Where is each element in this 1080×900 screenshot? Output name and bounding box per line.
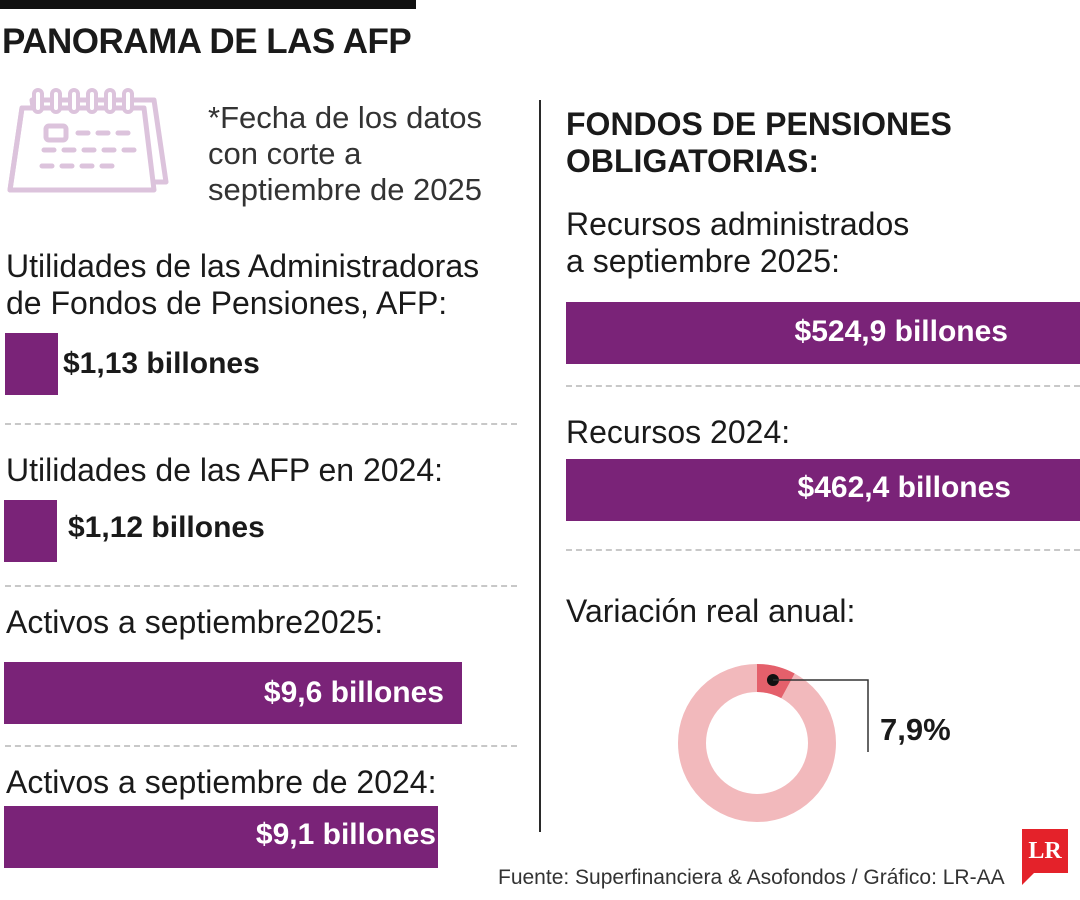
bar-utilidades-2025: [5, 333, 58, 395]
divider: [5, 585, 517, 587]
divider: [566, 549, 1080, 551]
bar-recursos-2025: [566, 302, 1080, 364]
data-date-note: *Fecha de los datos con corte a septiemb…: [208, 100, 482, 208]
calendar-icon: [7, 88, 169, 193]
bar-activos-2024: [4, 806, 438, 868]
divider: [566, 385, 1080, 387]
bar-recursos-2024: [566, 459, 1080, 521]
activos-2025-label: Activos a septiembre2025:: [6, 604, 384, 640]
pension-funds-title-line-1: FONDOS DE PENSIONES: [566, 106, 952, 142]
value-recursos-2024: $462,4 billones: [797, 471, 1011, 504]
variacion-value: 7,9%: [880, 712, 951, 747]
donut-leader-line: [772, 679, 869, 752]
value-activos-2025: $9,6 billones: [263, 676, 444, 709]
recursos-label-line-2: a septiembre 2025:: [566, 243, 840, 279]
recursos-label-line-1: Recursos administrados: [566, 206, 910, 242]
pension-funds-title-line-2: OBLIGATORIAS:: [566, 143, 820, 179]
donut-ring: [678, 664, 836, 822]
value-recursos-2025: $524,9 billones: [794, 315, 1008, 348]
page-title: PANORAMA DE LAS AFP: [2, 22, 412, 61]
activos-2024-label: Activos a septiembre de 2024:: [6, 764, 437, 800]
value-utilidades-2024: $1,12 billones: [68, 511, 265, 544]
lr-logo-tail: [1022, 871, 1036, 885]
recursos-2024-label: Recursos 2024:: [566, 414, 791, 450]
variacion-donut-chart: [678, 664, 869, 822]
value-utilidades-2025: $1,13 billones: [63, 347, 260, 380]
lr-logo: LR: [1022, 829, 1068, 873]
pension-funds-title: FONDOS DE PENSIONES OBLIGATORIAS:: [566, 106, 952, 180]
source-credit: Fuente: Superfinanciera & Asofondos / Gr…: [498, 866, 1005, 889]
divider: [5, 423, 517, 425]
top-rule: [0, 0, 416, 9]
variacion-label: Variación real anual:: [566, 593, 856, 629]
bar-activos-2025: [4, 662, 462, 724]
divider: [5, 745, 517, 747]
utilidades-label-line-2: de Fondos de Pensiones, AFP:: [6, 285, 448, 321]
bar-utilidades-2024: [4, 500, 57, 562]
utilidades-2024-label: Utilidades de las AFP en 2024:: [6, 452, 444, 488]
note-line-3: septiembre de 2025: [208, 172, 483, 207]
note-line-1: *Fecha de los datos: [208, 100, 483, 135]
value-activos-2024: $9,1 billones: [255, 818, 436, 851]
column-divider: [539, 100, 541, 832]
note-line-2: con corte a: [208, 136, 362, 171]
utilidades-label-line-1: Utilidades de las Administradoras: [6, 248, 480, 284]
